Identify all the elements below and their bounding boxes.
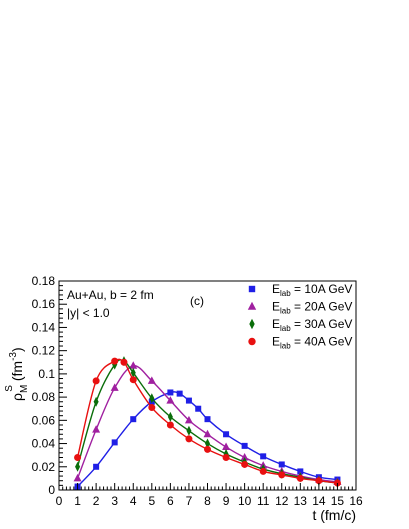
data-point [241, 442, 248, 449]
data-point [111, 439, 118, 446]
data-point [176, 390, 183, 397]
data-point [111, 357, 119, 365]
legend-label: Elab = 20A GeV [272, 300, 352, 316]
data-point [166, 396, 175, 404]
data-point [315, 477, 323, 485]
x-tick-label: 1 [74, 494, 81, 508]
annotation-panel: (c) [190, 294, 204, 308]
y-tick-label: 0.16 [32, 297, 56, 311]
data-point [129, 361, 138, 369]
data-point [297, 468, 304, 475]
x-tick-label: 9 [223, 494, 230, 508]
data-point [185, 397, 192, 404]
data-point [148, 404, 156, 412]
series-line [76, 358, 338, 484]
x-tick-label: 16 [349, 494, 363, 508]
labels-layer: t (fm/c) ρMS (fm-3) Au+Au, b = 2 fm |y| … [4, 288, 356, 523]
data-point [73, 473, 82, 482]
y-tick-label: 0.14 [32, 320, 56, 334]
data-point [203, 429, 212, 438]
legend-entry-3: Elab = 40A GeV [248, 335, 352, 351]
data-point [166, 421, 174, 429]
data-point [92, 425, 101, 433]
data-point [167, 411, 173, 422]
x-tick-label: 12 [275, 494, 289, 508]
y-tick-label: 0.08 [32, 390, 56, 404]
data-point [204, 445, 211, 453]
data-point [93, 463, 100, 470]
x-tick-label: 11 [257, 494, 270, 508]
x-tick-label: 3 [111, 494, 118, 508]
x-tick-label: 4 [130, 494, 137, 508]
annotation-system: Au+Au, b = 2 fm [67, 288, 154, 302]
data-point [259, 467, 267, 475]
data-point [184, 415, 193, 424]
data-point [167, 389, 174, 396]
series-layer [73, 356, 342, 490]
x-axis-label: t (fm/c) [312, 507, 356, 523]
data-point [260, 453, 267, 460]
data-point [204, 416, 211, 423]
legend-marker [248, 285, 256, 293]
x-tick-label: 7 [186, 494, 193, 508]
x-tick-label: 10 [238, 494, 252, 508]
data-point [74, 453, 82, 461]
legend-label: Elab = 40A GeV [272, 335, 352, 351]
data-point [186, 425, 192, 436]
y-tick-label: 0 [48, 483, 55, 497]
data-point [222, 453, 230, 461]
y-tick-label: 0.1 [38, 367, 55, 381]
legend-entry-1: Elab = 20A GeV [247, 300, 352, 316]
y-tick-label: 0.06 [32, 413, 56, 427]
series-3 [74, 357, 341, 487]
y-tick-label: 0.18 [32, 274, 56, 288]
x-tick-label: 2 [93, 494, 100, 508]
data-point [240, 452, 249, 461]
data-point [149, 393, 155, 404]
x-tick-label: 5 [148, 494, 155, 508]
series-line [76, 359, 338, 484]
data-point [278, 471, 286, 479]
ticks-layer: 0 1 2 3 4 5 6 7 8 9 10 11 12 13 14 15 1600.020.040.060.0… [32, 274, 363, 508]
x-tick-label: 13 [294, 494, 308, 508]
y-tick-label: 0.02 [32, 460, 56, 474]
legend-entry-0: Elab = 10A GeV [248, 282, 352, 298]
data-point [241, 460, 249, 468]
x-tick-label: 0 [56, 494, 63, 508]
x-tick-label: 6 [167, 494, 174, 508]
data-point [130, 367, 136, 378]
x-tick-label: 14 [312, 494, 326, 508]
legend-label: Elab = 10A GeV [272, 282, 352, 298]
y-tick-label: 0.04 [32, 437, 56, 451]
data-point [130, 416, 137, 423]
data-point [92, 377, 100, 385]
data-point [147, 376, 156, 384]
legend-label: Elab = 30A GeV [272, 317, 352, 333]
data-point [278, 461, 285, 468]
data-point [205, 438, 210, 449]
annotation-rapidity: |y| < 1.0 [67, 306, 110, 320]
data-point [110, 383, 119, 391]
data-point [120, 358, 128, 366]
data-point [195, 405, 202, 412]
legend-marker [248, 337, 256, 346]
data-point [129, 376, 137, 384]
data-point [223, 431, 230, 438]
data-point [75, 461, 81, 472]
x-tick-label: 8 [204, 494, 211, 508]
legend-marker [247, 301, 257, 310]
data-point [222, 442, 231, 451]
data-point [185, 435, 193, 443]
legend-marker [249, 318, 255, 330]
legend-entry-2: Elab = 30A GeV [249, 317, 352, 333]
x-tick-label: 15 [331, 494, 345, 508]
data-point [296, 474, 304, 482]
data-point [93, 396, 99, 407]
y-axis-label: ρMS (fm-3) [4, 347, 30, 401]
y-tick-label: 0.12 [32, 344, 56, 358]
